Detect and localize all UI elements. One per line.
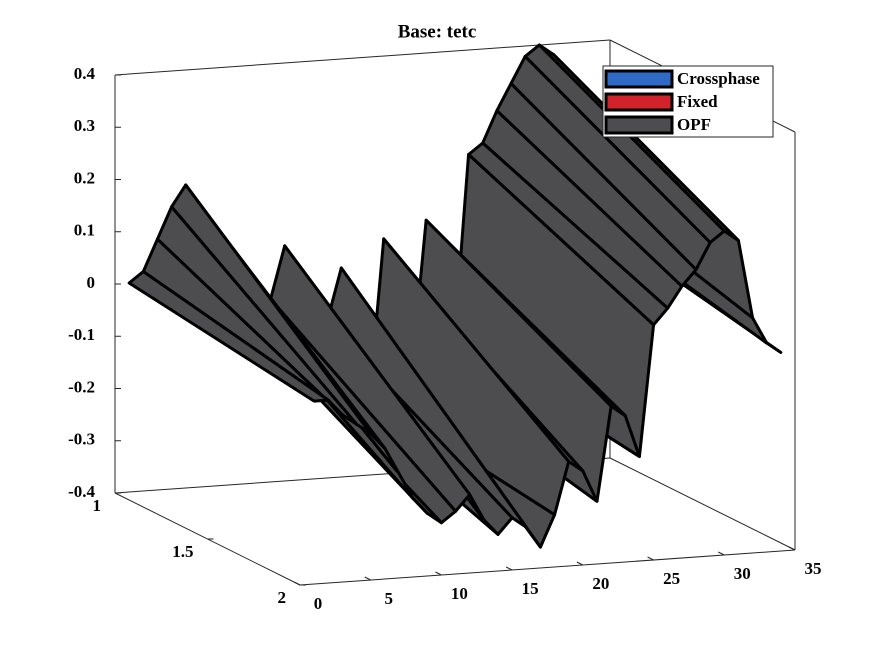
x-tick [718,551,725,556]
x-tick-label: 25 [663,569,680,588]
x-tick-label: 0 [314,594,323,613]
axis-box [609,457,796,551]
z-tick-label: 0.3 [74,116,95,135]
z-tick-label: 0.1 [74,221,95,240]
x-tick [788,546,796,551]
y-tick-label: 1.5 [172,542,193,561]
x-tick-label: 20 [592,574,609,593]
x-tick-label: 35 [805,559,822,578]
x-tick-label: 30 [734,564,751,583]
legend-swatch [604,69,674,89]
z-tick-label: 0.2 [74,168,95,187]
y-tick-label: 1 [93,496,102,515]
z-tick-label: 0 [87,273,96,292]
z-tick-label: -0.3 [68,430,95,449]
legend-label: Fixed [677,92,718,111]
z-tick-label: -0.4 [68,482,95,501]
x-tick [576,561,584,566]
axis-line [299,549,796,586]
z-tick-label: -0.2 [68,377,95,396]
y-tick-label: 2 [278,588,287,607]
x-tick-label: 5 [384,589,393,608]
x-tick [505,566,513,571]
z-tick-label: 0.4 [74,64,96,83]
x-tick [364,576,371,581]
x-tick [647,556,654,561]
x-tick [435,571,442,576]
surface-patch [127,270,330,403]
x-tick-label: 10 [451,584,468,603]
axis-box [114,39,611,76]
legend-label: OPF [677,115,711,134]
x-tick [293,581,301,586]
chart-title: Base: tetc [398,21,477,42]
legend-swatch [604,115,674,135]
z-tick-label: -0.1 [68,325,95,344]
legend-swatch [604,92,674,112]
x-tick-label: 15 [522,579,539,598]
legend-label: Crossphase [677,69,760,88]
